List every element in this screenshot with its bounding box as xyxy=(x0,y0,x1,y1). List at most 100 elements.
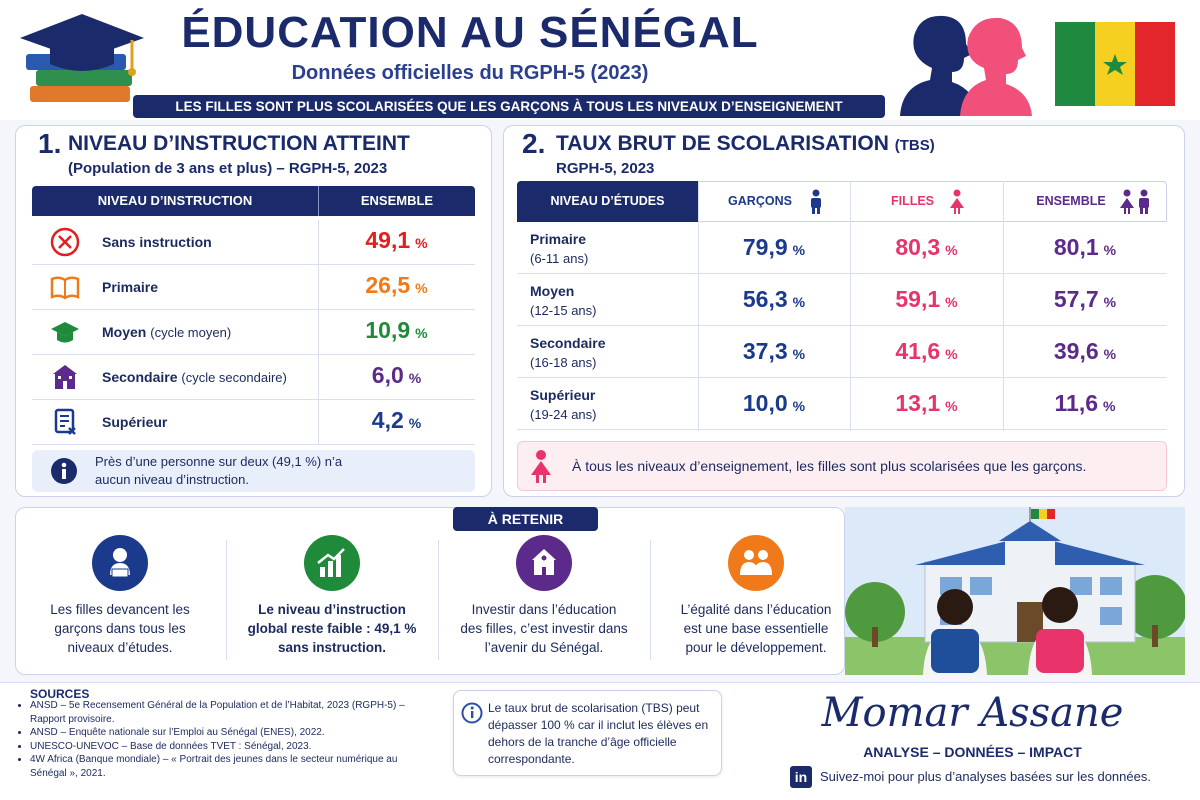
value: 59,1 xyxy=(895,286,941,312)
source-item: ANSD – 5e Recensement Général de la Popu… xyxy=(30,699,419,726)
retenir-title: À RETENIR xyxy=(453,507,598,531)
source-item: 4W Africa (Banque mondiale) – « Portrait… xyxy=(30,753,419,780)
table-row xyxy=(32,400,475,445)
section-number: 1. xyxy=(38,128,62,159)
author-tagline: ANALYSE – DONNÉES – IMPACT xyxy=(863,744,1082,760)
value-cell: 6,0% xyxy=(318,362,475,389)
value: 37,3 xyxy=(742,338,788,364)
value: 80,1 xyxy=(1053,234,1099,260)
column-divider xyxy=(318,400,319,445)
level-name: Moyen xyxy=(530,283,575,299)
value: 39,6 xyxy=(1053,338,1099,364)
sources-list: ANSD – 5e Recensement Général de la Popu… xyxy=(14,699,419,780)
value: 10,0 xyxy=(742,390,788,416)
note-box xyxy=(32,450,475,492)
value-cell: 26,5% xyxy=(318,272,475,299)
senegal-flag xyxy=(1055,22,1175,106)
value-cell: 41,6% xyxy=(850,338,1003,365)
note: À tous les niveaux d’enseignement, les f… xyxy=(572,458,1087,474)
banner: LES FILLES SONT PLUS SCOLARISÉES QUE LES… xyxy=(133,95,885,118)
divider xyxy=(226,540,227,660)
author-name: Momar Assane xyxy=(821,690,1124,736)
title-text: TAUX BRUT DE SCOLARISATION xyxy=(556,132,889,155)
level-icon xyxy=(54,408,76,435)
unit: % xyxy=(408,415,422,431)
unit: % xyxy=(792,294,806,310)
title: ÉDUCATION AU SÉNÉGAL xyxy=(181,8,759,57)
unit: % xyxy=(792,242,806,258)
info-icon xyxy=(461,702,483,724)
value: 10,9 xyxy=(365,317,411,343)
value: 41,6 xyxy=(895,338,941,364)
level-name: Primaire xyxy=(102,279,159,295)
source-item: UNESCO-UNEVOC – Base de données TVET : S… xyxy=(30,740,419,754)
unit: % xyxy=(945,346,958,362)
level-name: Primaire xyxy=(530,231,587,247)
section-number: 2. xyxy=(522,128,546,159)
table-row xyxy=(32,355,475,400)
column-divider xyxy=(318,355,319,400)
value-cell: 79,9% xyxy=(698,234,850,261)
level-name: Moyen xyxy=(102,324,147,340)
section-subtitle: (Population de 3 ans et plus) – RGPH-5, … xyxy=(68,160,388,177)
boy-icon xyxy=(811,189,821,214)
retenir-icon xyxy=(304,535,360,591)
value: 57,7 xyxy=(1053,286,1099,312)
value-cell: 13,1% xyxy=(850,390,1003,417)
column-header: ENSEMBLE xyxy=(1036,194,1106,208)
note-box xyxy=(517,441,1167,491)
retenir-text: L’égalité dans l’éducation est une base … xyxy=(680,602,832,655)
table-row xyxy=(517,326,1167,378)
value-cell: 11,6% xyxy=(1003,390,1167,417)
retenir-text: Le niveau d’instruction global reste fai… xyxy=(247,602,417,655)
section-subtitle: RGPH-5, 2023 xyxy=(556,160,655,177)
level-detail: (cycle moyen) xyxy=(150,325,232,340)
unit: % xyxy=(415,325,428,341)
divider xyxy=(650,540,651,660)
level-icon xyxy=(50,276,80,300)
level-name: Secondaire xyxy=(102,369,178,385)
value: 56,3 xyxy=(742,286,788,312)
subtitle: Données officielles du RGPH-5 (2023) xyxy=(291,62,649,84)
value-cell: 39,6% xyxy=(1003,338,1167,365)
unit: % xyxy=(945,398,958,414)
value: 6,0 xyxy=(371,362,404,388)
table-row xyxy=(32,265,475,310)
column-header: ENSEMBLE xyxy=(318,186,475,216)
unit: % xyxy=(1103,242,1117,258)
retenir-panel xyxy=(15,507,845,675)
value-cell: 56,3% xyxy=(698,286,850,313)
level-icon xyxy=(50,227,80,257)
value-cell: 10,9% xyxy=(318,317,475,344)
level-icon xyxy=(51,322,79,343)
value: 13,1 xyxy=(895,390,941,416)
author-cta: Suivez-moi pour plus d’analyses basées s… xyxy=(820,769,1151,784)
level-name: Supérieur xyxy=(530,387,596,403)
value-cell: 10,0% xyxy=(698,390,850,417)
unit: % xyxy=(415,280,428,296)
value-cell: 49,1% xyxy=(318,227,475,254)
silhouettes xyxy=(900,15,1032,116)
column-divider xyxy=(318,310,319,355)
unit: % xyxy=(945,294,958,310)
table-row xyxy=(517,378,1167,430)
level-ages: (6-11 ans) xyxy=(530,251,589,266)
column-header: NIVEAU D’ÉTUDES xyxy=(550,194,665,208)
level-ages: (12-15 ans) xyxy=(530,303,597,318)
column-divider xyxy=(318,220,319,265)
level-ages: (19-24 ans) xyxy=(530,407,597,422)
graduation-icon xyxy=(20,14,144,102)
level-ages: (16-18 ans) xyxy=(530,355,597,370)
school-illustration xyxy=(845,507,1185,675)
column-divider xyxy=(1003,181,1004,431)
level-name: Sans instruction xyxy=(102,234,212,250)
people-icon xyxy=(1120,189,1149,214)
value: 26,5 xyxy=(365,272,411,298)
info-icon xyxy=(51,458,77,484)
sources-title: SOURCES xyxy=(30,687,90,701)
level-name: Secondaire xyxy=(530,335,606,351)
table-row xyxy=(517,274,1167,326)
header-cell xyxy=(517,181,698,222)
note: Près d’une personne sur deux (49,1 %) n’… xyxy=(95,454,343,487)
